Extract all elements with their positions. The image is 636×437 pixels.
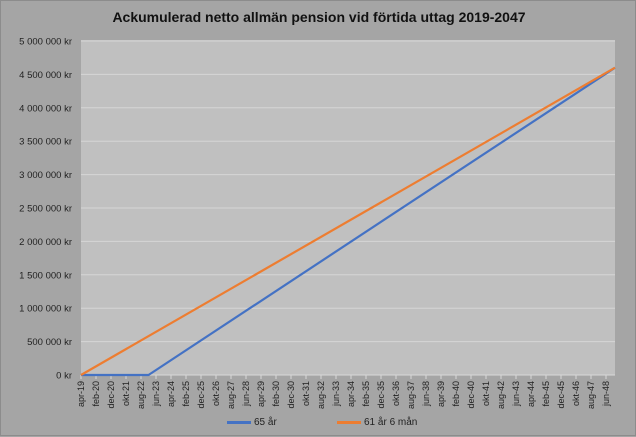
x-tick-label: aug-47 — [586, 381, 596, 409]
legend-label-61-6: 61 år 6 mån — [364, 417, 418, 428]
x-tick-label: dec-35 — [376, 381, 386, 409]
x-tick-label: feb-45 — [541, 381, 551, 407]
x-tick-label: aug-42 — [496, 381, 506, 409]
x-tick-label: feb-40 — [451, 381, 461, 407]
x-tick-label: dec-45 — [556, 381, 566, 409]
x-tick-label: dec-25 — [196, 381, 206, 409]
x-tick-label: jun-33 — [331, 381, 341, 407]
x-tick-label: feb-20 — [91, 381, 101, 407]
x-tick-label: okt-46 — [571, 381, 581, 406]
x-tick-label: apr-24 — [166, 381, 176, 407]
legend: 65 år 61 år 6 mån — [1, 417, 636, 433]
y-tick-label: 4 000 000 kr — [19, 103, 72, 114]
x-tick-label: jun-38 — [421, 381, 431, 407]
x-tick-label: dec-20 — [106, 381, 116, 409]
chart-title: Ackumulerad netto allmän pension vid för… — [112, 9, 526, 25]
x-tick-label: jun-23 — [151, 381, 161, 407]
x-tick-label: apr-34 — [346, 381, 356, 407]
y-tick-label: 2 500 000 kr — [19, 204, 72, 215]
y-tick-label: 0 kr — [56, 371, 72, 382]
x-tick-label: okt-31 — [301, 381, 311, 406]
x-tick-label: feb-30 — [271, 381, 281, 407]
y-tick-label: 500 000 kr — [27, 337, 72, 348]
x-tick-label: okt-26 — [211, 381, 221, 406]
x-tick-label: aug-37 — [406, 381, 416, 409]
y-tick-label: 3 500 000 kr — [19, 137, 72, 148]
legend-label-65: 65 år — [254, 417, 277, 428]
x-tick-label: jun-43 — [511, 381, 521, 407]
x-tick-label: aug-22 — [136, 381, 146, 409]
x-tick-label: okt-21 — [121, 381, 131, 406]
x-tick-label: apr-29 — [256, 381, 266, 407]
x-tick-label: aug-32 — [316, 381, 326, 409]
legend-swatch-65 — [227, 421, 251, 424]
x-tick-label: aug-27 — [226, 381, 236, 409]
series-line-61-ar-6-man — [80, 66, 616, 376]
y-tick-label: 1 500 000 kr — [19, 270, 72, 281]
x-tick-label: apr-19 — [76, 381, 86, 407]
x-tick-label: dec-30 — [286, 381, 296, 409]
y-tick-label: 4 500 000 kr — [19, 70, 72, 81]
x-tick-label: jun-48 — [601, 381, 611, 407]
y-tick-label: 3 000 000 kr — [19, 170, 72, 181]
x-tick-label: feb-25 — [181, 381, 191, 407]
legend-item-65: 65 år — [227, 417, 277, 428]
legend-swatch-61-6 — [337, 421, 361, 424]
x-tick-label: apr-39 — [436, 381, 446, 407]
y-tick-label: 5 000 000 kr — [19, 37, 72, 48]
series-line-65-ar — [81, 66, 616, 377]
y-tick-label: 2 000 000 kr — [19, 237, 72, 248]
x-tick-label: apr-44 — [526, 381, 536, 407]
x-tick-label: jun-28 — [241, 381, 251, 407]
y-tick-label: 1 000 000 kr — [19, 304, 72, 315]
x-tick-label: okt-41 — [481, 381, 491, 406]
x-tick-label: dec-40 — [466, 381, 476, 409]
x-tick-label: okt-36 — [391, 381, 401, 406]
x-tick-label: feb-35 — [361, 381, 371, 407]
legend-item-61-6: 61 år 6 mån — [337, 417, 417, 428]
